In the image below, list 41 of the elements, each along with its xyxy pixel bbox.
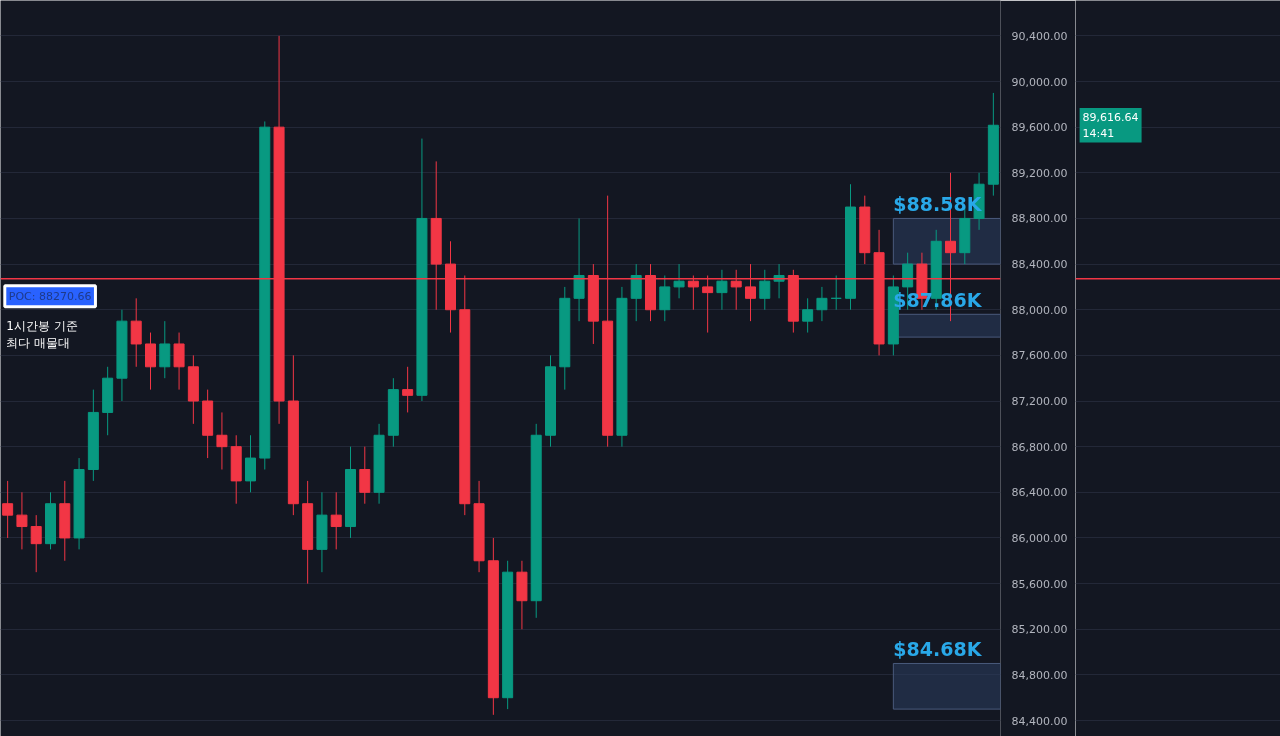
y-tick-label: 84,400.00 (1011, 714, 1068, 728)
candlestick (659, 275, 671, 322)
candlestick (716, 269, 728, 311)
candlestick (816, 286, 828, 322)
candlestick (330, 491, 342, 550)
y-tick-label: 89,200.00 (1011, 166, 1068, 180)
text: 89,616.64 14:41 (1082, 110, 1139, 140)
candlestick (145, 332, 156, 391)
y-tick-label: 87,200.00 (1011, 395, 1068, 409)
y-tick-label: 88,400.00 (1011, 258, 1068, 272)
candlestick (159, 320, 171, 379)
y-tick-label: 86,000.00 (1011, 531, 1068, 545)
candlestick (359, 446, 371, 505)
candlestick (630, 263, 642, 322)
y-tick-label: 86,400.00 (1011, 486, 1068, 500)
y-tick-label: 87,600.00 (1011, 349, 1068, 363)
y-tick-label: 85,600.00 (1011, 577, 1068, 591)
candlestick (30, 514, 42, 573)
ref-line-label: POC: 88270.66 (8, 289, 92, 303)
y-tick-label: 89,600.00 (1011, 121, 1068, 135)
band-label: $84.68K (893, 638, 983, 661)
candlestick (173, 332, 185, 391)
y-tick-label: 90,400.00 (1011, 29, 1068, 43)
candlestick (216, 411, 228, 470)
candlestick (2, 480, 14, 539)
candlestick (130, 297, 142, 368)
candlestick (830, 275, 842, 311)
y-tick-label: 86,800.00 (1011, 440, 1068, 454)
candlestick (245, 434, 256, 493)
y-tick-label: 84,800.00 (1011, 668, 1068, 682)
y-tick-label: 90,000.00 (1011, 75, 1068, 89)
candlestick (16, 491, 28, 550)
y-tick-label: 88,000.00 (1011, 303, 1068, 317)
candlestick (759, 269, 771, 311)
candlestick (673, 263, 685, 299)
candlestick (802, 297, 814, 334)
y-tick-label: 85,200.00 (1011, 623, 1068, 637)
annotation: 1시간봉 기준 최다 매물대 (6, 318, 78, 350)
candlestick (402, 366, 414, 413)
candlestick (573, 217, 585, 322)
y-tick-label: 88,800.00 (1011, 212, 1068, 226)
